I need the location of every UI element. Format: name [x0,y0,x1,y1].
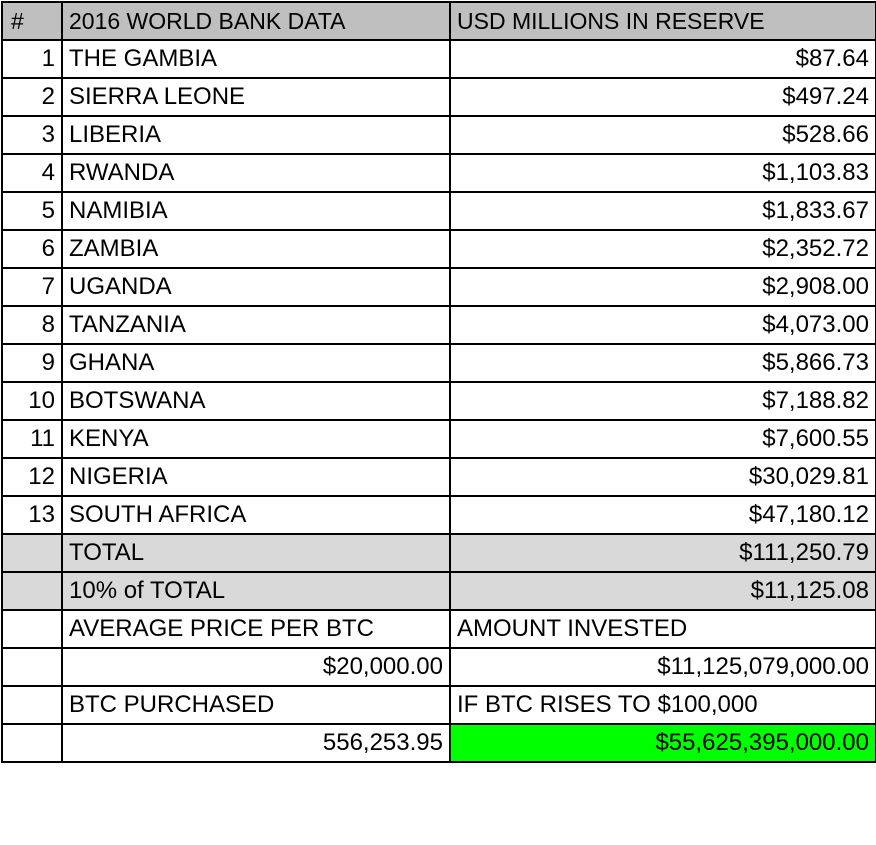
reserve-cell[interactable]: $1,833.67 [449,191,876,231]
total-label-cell[interactable]: TOTAL [61,533,451,573]
reserve-cell[interactable]: $47,180.12 [449,495,876,535]
labels-row-2-num-cell[interactable] [1,685,63,725]
table-row: 5 NAMIBIA $1,833.67 [1,191,876,231]
country-cell[interactable]: NIGERIA [61,457,451,497]
country-cell[interactable]: RWANDA [61,153,451,193]
amount-invested-value-cell[interactable]: $11,125,079,000.00 [449,647,876,687]
if-btc-rises-label-cell[interactable]: IF BTC RISES TO $100,000 [449,685,876,725]
row-number-cell[interactable]: 3 [1,115,63,155]
avg-price-value-cell[interactable]: $20,000.00 [61,647,451,687]
total-row: TOTAL $111,250.79 [1,533,876,573]
table-row: 4 RWANDA $1,103.83 [1,153,876,193]
table-row: 8 TANZANIA $4,073.00 [1,305,876,345]
row-number-cell[interactable]: 9 [1,343,63,383]
country-cell[interactable]: ZAMBIA [61,229,451,269]
table-row: 1 THE GAMBIA $87.64 [1,39,876,79]
row-number-cell[interactable]: 4 [1,153,63,193]
table-row: 12 NIGERIA $30,029.81 [1,457,876,497]
country-cell[interactable]: BOTSWANA [61,381,451,421]
table-row: 11 KENYA $7,600.55 [1,419,876,459]
table-row: 7 UGANDA $2,908.00 [1,267,876,307]
table-row: 6 ZAMBIA $2,352.72 [1,229,876,269]
reserve-cell[interactable]: $7,188.82 [449,381,876,421]
ten-percent-num-cell[interactable] [1,571,63,611]
country-cell[interactable]: TANZANIA [61,305,451,345]
values-row-2-num-cell[interactable] [1,723,63,763]
table-row: 3 LIBERIA $528.66 [1,115,876,155]
reserve-cell[interactable]: $30,029.81 [449,457,876,497]
reserve-cell[interactable]: $4,073.00 [449,305,876,345]
btc-purchased-label-cell[interactable]: BTC PURCHASED [61,685,451,725]
row-number-cell[interactable]: 13 [1,495,63,535]
reserve-cell[interactable]: $5,866.73 [449,343,876,383]
ten-percent-label-cell[interactable]: 10% of TOTAL [61,571,451,611]
reserve-cell[interactable]: $1,103.83 [449,153,876,193]
reserve-cell[interactable]: $528.66 [449,115,876,155]
reserve-cell[interactable]: $497.24 [449,77,876,117]
row-number-cell[interactable]: 2 [1,77,63,117]
total-value-cell[interactable]: $111,250.79 [449,533,876,573]
values-row-2: 556,253.95 $55,625,395,000.00 [1,723,876,763]
header-row: # 2016 WORLD BANK DATA USD MILLIONS IN R… [1,1,876,41]
avg-price-label-cell[interactable]: AVERAGE PRICE PER BTC [61,609,451,649]
header-name-cell[interactable]: 2016 WORLD BANK DATA [61,1,451,41]
country-cell[interactable]: GHANA [61,343,451,383]
table-row: 9 GHANA $5,866.73 [1,343,876,383]
total-num-cell[interactable] [1,533,63,573]
row-number-cell[interactable]: 6 [1,229,63,269]
country-cell[interactable]: UGANDA [61,267,451,307]
row-number-cell[interactable]: 5 [1,191,63,231]
table-row: 2 SIERRA LEONE $497.24 [1,77,876,117]
header-value-cell[interactable]: USD MILLIONS IN RESERVE [449,1,876,41]
if-btc-rises-value-cell[interactable]: $55,625,395,000.00 [449,723,876,763]
reserves-spreadsheet: # 2016 WORLD BANK DATA USD MILLIONS IN R… [1,1,876,763]
row-number-cell[interactable]: 8 [1,305,63,345]
labels-row-1: AVERAGE PRICE PER BTC AMOUNT INVESTED [1,609,876,649]
btc-purchased-value-cell[interactable]: 556,253.95 [61,723,451,763]
reserve-cell[interactable]: $2,352.72 [449,229,876,269]
reserve-cell[interactable]: $2,908.00 [449,267,876,307]
row-number-cell[interactable]: 11 [1,419,63,459]
country-cell[interactable]: SIERRA LEONE [61,77,451,117]
country-cell[interactable]: THE GAMBIA [61,39,451,79]
country-cell[interactable]: LIBERIA [61,115,451,155]
row-number-cell[interactable]: 10 [1,381,63,421]
row-number-cell[interactable]: 7 [1,267,63,307]
values-row-1-num-cell[interactable] [1,647,63,687]
labels-row-1-num-cell[interactable] [1,609,63,649]
country-cell[interactable]: NAMIBIA [61,191,451,231]
table-row: 10 BOTSWANA $7,188.82 [1,381,876,421]
country-cell[interactable]: SOUTH AFRICA [61,495,451,535]
table-row: 13 SOUTH AFRICA $47,180.12 [1,495,876,535]
labels-row-2: BTC PURCHASED IF BTC RISES TO $100,000 [1,685,876,725]
reserve-cell[interactable]: $87.64 [449,39,876,79]
amount-invested-label-cell[interactable]: AMOUNT INVESTED [449,609,876,649]
row-number-cell[interactable]: 1 [1,39,63,79]
ten-percent-value-cell[interactable]: $11,125.08 [449,571,876,611]
row-number-cell[interactable]: 12 [1,457,63,497]
ten-percent-row: 10% of TOTAL $11,125.08 [1,571,876,611]
country-cell[interactable]: KENYA [61,419,451,459]
values-row-1: $20,000.00 $11,125,079,000.00 [1,647,876,687]
reserve-cell[interactable]: $7,600.55 [449,419,876,459]
header-num-cell[interactable]: # [1,1,63,41]
